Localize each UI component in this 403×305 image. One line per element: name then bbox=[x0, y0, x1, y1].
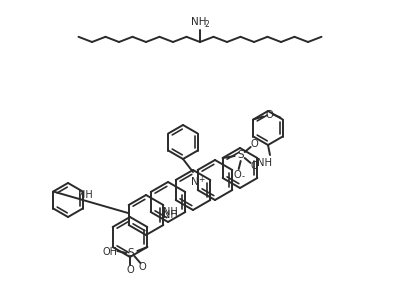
Text: 2: 2 bbox=[205, 20, 210, 29]
Text: +: + bbox=[198, 174, 204, 184]
Text: NH: NH bbox=[163, 210, 177, 220]
Text: S: S bbox=[237, 150, 244, 160]
Text: O: O bbox=[139, 262, 146, 272]
Text: NH: NH bbox=[191, 17, 207, 27]
Text: NH: NH bbox=[163, 207, 177, 217]
Text: O: O bbox=[266, 110, 273, 120]
Text: O: O bbox=[234, 170, 241, 180]
Text: NH: NH bbox=[258, 158, 272, 168]
Text: N: N bbox=[191, 177, 199, 187]
Text: S: S bbox=[127, 248, 134, 258]
Text: O: O bbox=[127, 265, 134, 275]
Text: O: O bbox=[251, 139, 259, 149]
Text: O: O bbox=[251, 161, 259, 171]
Text: NH: NH bbox=[78, 190, 93, 200]
Text: OH: OH bbox=[103, 247, 118, 257]
Text: -: - bbox=[241, 173, 244, 181]
